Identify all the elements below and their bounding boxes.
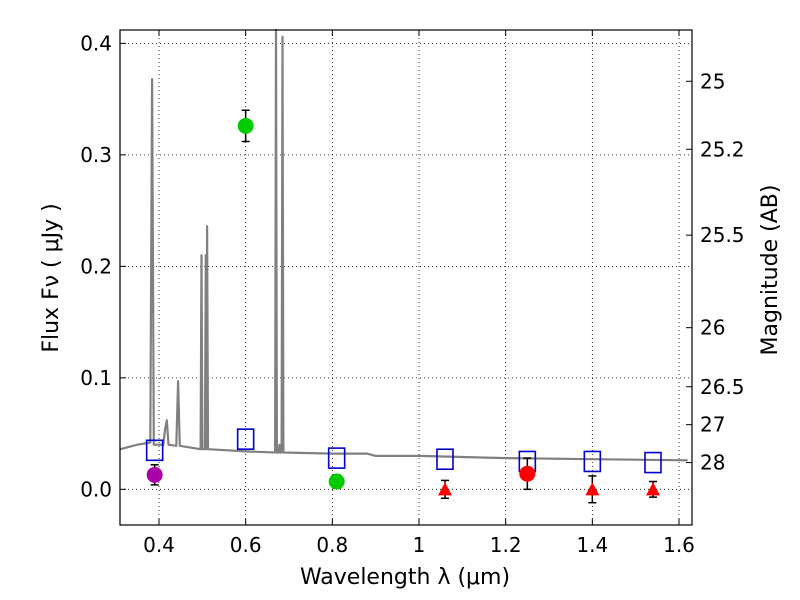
y-tick-label: 0.1 (80, 366, 112, 390)
model-photometry-square (145, 439, 164, 462)
plot-frame (119, 29, 693, 526)
x-axis-label: Wavelength λ (μm) (300, 565, 510, 590)
y-tick-label: 0.4 (80, 31, 112, 55)
model-photometry-square (236, 428, 255, 450)
observation-point (328, 473, 345, 490)
model-spectrum (119, 28, 688, 462)
right-tick-label: 28 (700, 451, 725, 475)
observation-triangle (585, 482, 600, 496)
observation-triangle (438, 482, 452, 496)
x-tick-label: 1 (413, 533, 426, 557)
right-axis-label: Magnitude (AB) (758, 185, 783, 356)
x-tick-label: 0.8 (316, 533, 348, 557)
right-tick-label: 25 (700, 69, 725, 93)
observation-point (146, 466, 163, 483)
x-tick-label: 1.6 (663, 533, 695, 557)
x-tick-label: 1.2 (490, 533, 522, 557)
observation-point (237, 117, 254, 134)
x-tick-label: 0.6 (230, 533, 262, 557)
observed-photometry-series (146, 109, 660, 504)
grid (120, 30, 692, 525)
right-tick-label: 27 (700, 413, 725, 437)
y-tick-label: 0.0 (80, 477, 112, 501)
model-photometry-square (327, 447, 346, 469)
right-tick-label: 26 (700, 316, 725, 340)
model-photometry-series (145, 428, 662, 474)
model-photometry-square (583, 450, 602, 473)
right-tick-label: 25.5 (700, 223, 745, 247)
y-tick-label: 0.3 (80, 143, 112, 167)
observation-triangle (646, 482, 660, 496)
axis-ticks: 0.4 0.6 0.8 1 1.2 1.4 1.6 0.0 0.1 0.2 0.3 0.4 25 25.2… (80, 30, 745, 557)
model-spectrum-line (119, 28, 688, 462)
y-axis-label: Flux Fν ( μJy ) (39, 203, 64, 352)
x-tick-label: 1.4 (576, 533, 608, 557)
model-photometry-square (644, 451, 662, 474)
observation-point (519, 465, 536, 482)
right-tick-label: 25.2 (700, 137, 745, 161)
right-tick-label: 26.5 (700, 375, 745, 399)
model-photometry-square (436, 448, 454, 471)
y-tick-label: 0.2 (80, 254, 112, 278)
x-tick-label: 0.4 (143, 533, 175, 557)
